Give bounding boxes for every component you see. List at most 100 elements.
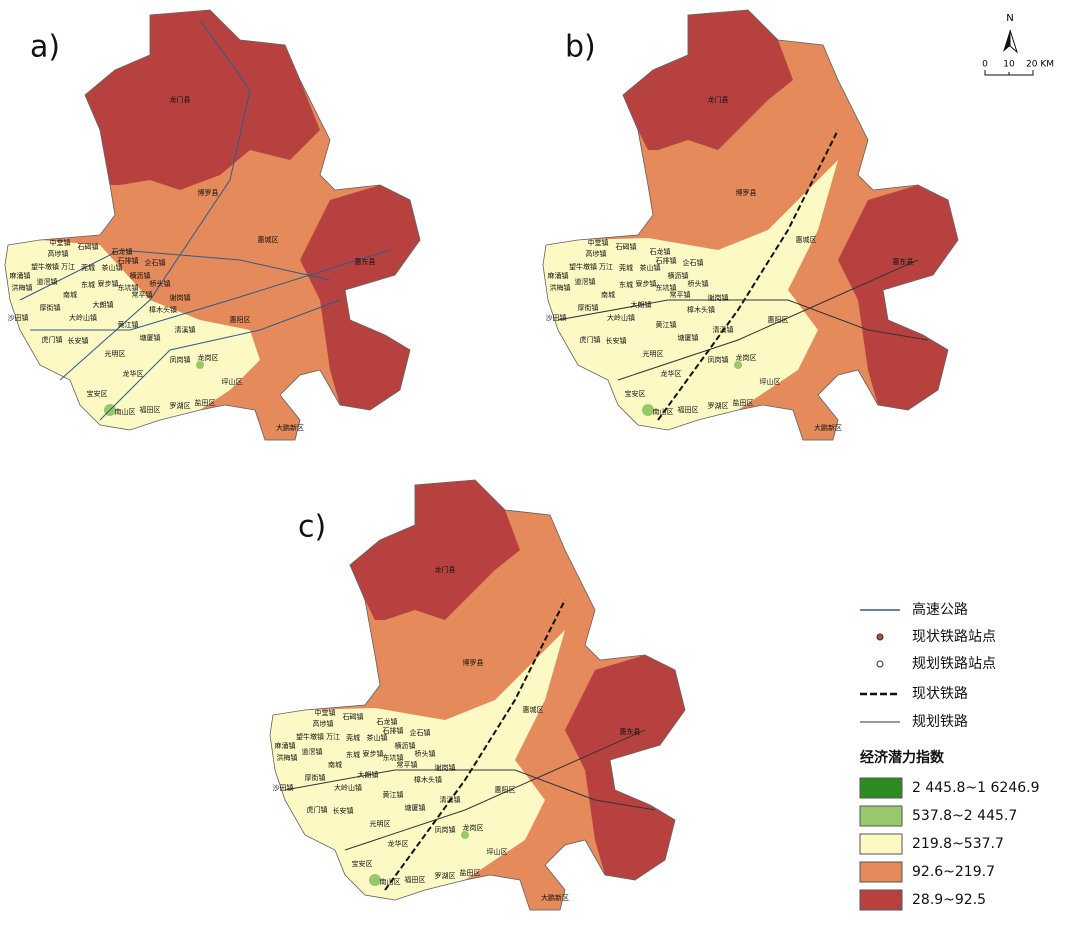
place-label: 福田区 xyxy=(140,405,161,414)
legend-label: 92.6~219.7 xyxy=(912,864,995,880)
legend-title: 经济潜力指数 xyxy=(860,749,945,766)
place-label: 光明区 xyxy=(643,349,664,358)
place-label: 东坑镇 xyxy=(383,753,404,762)
place-label: 洪梅镇 xyxy=(12,283,33,292)
place-label: 清溪镇 xyxy=(713,325,734,334)
zone-low xyxy=(85,10,320,190)
place-label: 清溪镇 xyxy=(175,325,196,334)
place-label: 麻涌镇 xyxy=(10,271,31,280)
legend-label: 219.8~537.7 xyxy=(912,836,1004,852)
place-label: 洪梅镇 xyxy=(550,283,571,292)
place-label: 罗湖区 xyxy=(435,871,456,880)
legend-swatch xyxy=(859,777,903,799)
place-label: 道滘镇 xyxy=(302,747,323,756)
zone-high xyxy=(369,874,381,886)
place-label: 宝安区 xyxy=(352,859,373,868)
place-label: 博罗县 xyxy=(198,188,219,197)
zone-high xyxy=(734,361,742,369)
place-label: 罗湖区 xyxy=(170,401,191,410)
place-label: 望牛墩镇 xyxy=(296,732,324,741)
place-label: 坪山区 xyxy=(487,847,508,856)
zone-low xyxy=(350,480,520,620)
place-label: 道滘镇 xyxy=(37,277,58,286)
place-label: 谢岗镇 xyxy=(435,763,456,772)
place-label: 樟木头镇 xyxy=(414,775,442,784)
place-label: 罗湖区 xyxy=(708,401,729,410)
scale-label: 20 KM xyxy=(1026,60,1054,70)
place-label: 龙门县 xyxy=(435,565,456,574)
place-label: 厚街镇 xyxy=(305,773,326,782)
place-label: 大岭山镇 xyxy=(334,783,362,792)
scale-label: 10 xyxy=(1003,60,1015,70)
place-label: 惠阳区 xyxy=(768,315,789,324)
place-label: 寮步镇 xyxy=(363,749,384,758)
zone-mid xyxy=(543,160,838,430)
place-label: 石龙镇 xyxy=(112,247,133,256)
place-label: 塘厦镇 xyxy=(678,333,699,342)
zone-high xyxy=(461,831,469,839)
place-label: 惠城区 xyxy=(258,235,279,244)
place-label: 横沥镇 xyxy=(395,741,416,750)
place-label: 南城 xyxy=(63,290,77,299)
place-label: 东城 xyxy=(619,280,633,289)
place-label: 樟木头镇 xyxy=(687,305,715,314)
place-label: 博罗县 xyxy=(736,188,757,197)
place-label: 南山区 xyxy=(653,407,674,416)
place-label: 光明区 xyxy=(105,349,126,358)
place-label: 麻涌镇 xyxy=(275,741,296,750)
place-label: 石碣镇 xyxy=(78,242,99,251)
place-label: 麻涌镇 xyxy=(548,271,569,280)
place-label: 莞城 xyxy=(81,263,95,272)
place-label: 南城 xyxy=(601,290,615,299)
place-label: 厚街镇 xyxy=(40,303,61,312)
place-label: 石碣镇 xyxy=(616,242,637,251)
region-outline xyxy=(4,9,421,441)
place-label: 惠城区 xyxy=(523,705,544,714)
place-label: 望牛墩镇 xyxy=(31,262,59,271)
place-label: 虎门镇 xyxy=(307,805,328,814)
zone-low xyxy=(838,185,958,410)
place-label: 桥头镇 xyxy=(150,279,171,288)
place-label: 桥头镇 xyxy=(688,279,709,288)
place-label: 莞城 xyxy=(346,733,360,742)
rail-planned xyxy=(617,259,919,381)
place-label: 盐田区 xyxy=(195,398,216,407)
zone-mid xyxy=(5,240,260,430)
place-label: 惠城区 xyxy=(796,235,817,244)
place-label: 大朗镇 xyxy=(93,300,114,309)
place-label: 南城 xyxy=(328,760,342,769)
place-label: 石排镇 xyxy=(383,726,404,735)
legend-label: 2 445.8~1 6246.9 xyxy=(912,780,1040,796)
place-label: 沙田镇 xyxy=(273,783,294,792)
rail-planned xyxy=(344,729,646,851)
place-label: 石排镇 xyxy=(118,256,139,265)
legend-station xyxy=(876,633,884,641)
place-label: 大鹏新区 xyxy=(276,423,304,432)
zone-high xyxy=(642,404,654,416)
place-label: 龙岗区 xyxy=(736,353,757,362)
place-label: 道滘镇 xyxy=(575,277,596,286)
place-label: 大朗镇 xyxy=(358,770,379,779)
place-label: 横沥镇 xyxy=(668,271,689,280)
place-label: 横沥镇 xyxy=(130,271,151,280)
legend-swatch xyxy=(859,861,903,883)
place-label: 厚街镇 xyxy=(578,303,599,312)
place-label: 龙门县 xyxy=(708,95,729,104)
zone-low xyxy=(623,10,793,150)
zone-low xyxy=(565,655,685,880)
place-label: 惠阳区 xyxy=(230,315,251,324)
rail-existing xyxy=(384,599,566,891)
place-label: 塘厦镇 xyxy=(405,803,426,812)
place-label: 中堂镇 xyxy=(50,238,71,247)
place-label: 石排镇 xyxy=(656,256,677,265)
zone-low xyxy=(300,185,420,410)
legend-label: 规划铁路站点 xyxy=(912,656,996,672)
place-label: 虎门镇 xyxy=(580,335,601,344)
region-outline xyxy=(542,9,959,441)
place-label: 高埗镇 xyxy=(313,719,334,728)
place-label: 大鹏新区 xyxy=(541,893,569,902)
place-label: 万江 xyxy=(599,263,613,271)
